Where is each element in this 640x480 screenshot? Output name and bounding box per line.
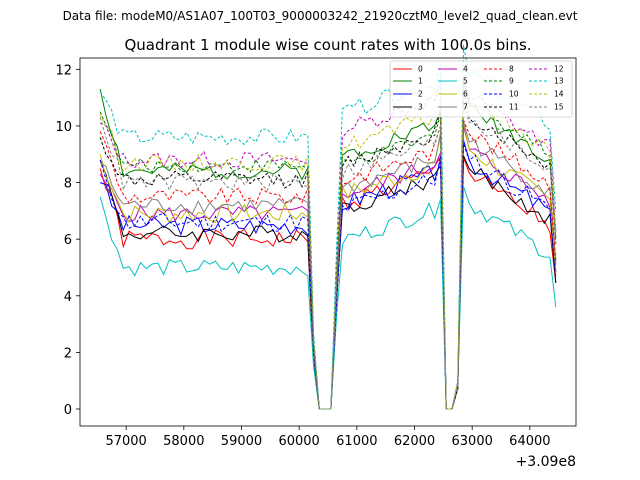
series-line-10 [99,143,557,410]
x-tick-label: 64000 [509,434,550,449]
legend-label-7: 7 [463,103,468,112]
x-tick-label: 63000 [452,434,493,449]
y-tick-label: 8 [64,177,72,192]
legend-label-1: 1 [418,77,423,86]
series-line-15 [99,104,557,410]
x-tick-label: 57000 [105,434,146,449]
y-axis: 0 2 4 6 8 10 12 [55,63,80,418]
figure-suptitle: Data file: modeM0/AS1A07_100T03_90000032… [63,9,578,23]
legend-label-4: 4 [463,65,468,74]
plot-frame [79,57,577,427]
legend-label-0: 0 [418,65,423,74]
legend-label-6: 6 [463,90,468,99]
y-tick-label: 4 [64,290,72,305]
legend-label-13: 13 [554,77,564,86]
x-tick-label: 59000 [221,434,262,449]
legend-label-12: 12 [554,65,564,74]
legend-label-2: 2 [418,90,423,99]
legend-label-5: 5 [463,77,468,86]
y-tick-label: 6 [64,233,72,248]
legend-label-15: 15 [554,103,564,112]
legend-box [389,60,573,118]
legend-label-9: 9 [509,77,514,86]
y-tick-label: 0 [64,403,72,418]
legend-label-11: 11 [509,103,519,112]
x-tick-label: 61000 [336,434,377,449]
legend-label-3: 3 [418,103,423,112]
x-tick-label: 62000 [394,434,435,449]
legend-label-8: 8 [509,65,514,74]
x-offset-label: +3.09e8 [516,454,576,470]
legend-label-10: 10 [509,90,519,99]
y-tick-label: 10 [55,120,72,135]
legend-label-14: 14 [554,90,564,99]
y-tick-label: 12 [55,63,72,78]
x-tick-label: 60000 [278,434,319,449]
x-tick-label: 58000 [163,434,204,449]
y-tick-label: 2 [64,346,72,361]
x-axis: 57000 58000 59000 60000 61000 62000 63000 64000 [105,426,551,449]
chart-title: Quadrant 1 module wise count rates with … [124,36,531,54]
